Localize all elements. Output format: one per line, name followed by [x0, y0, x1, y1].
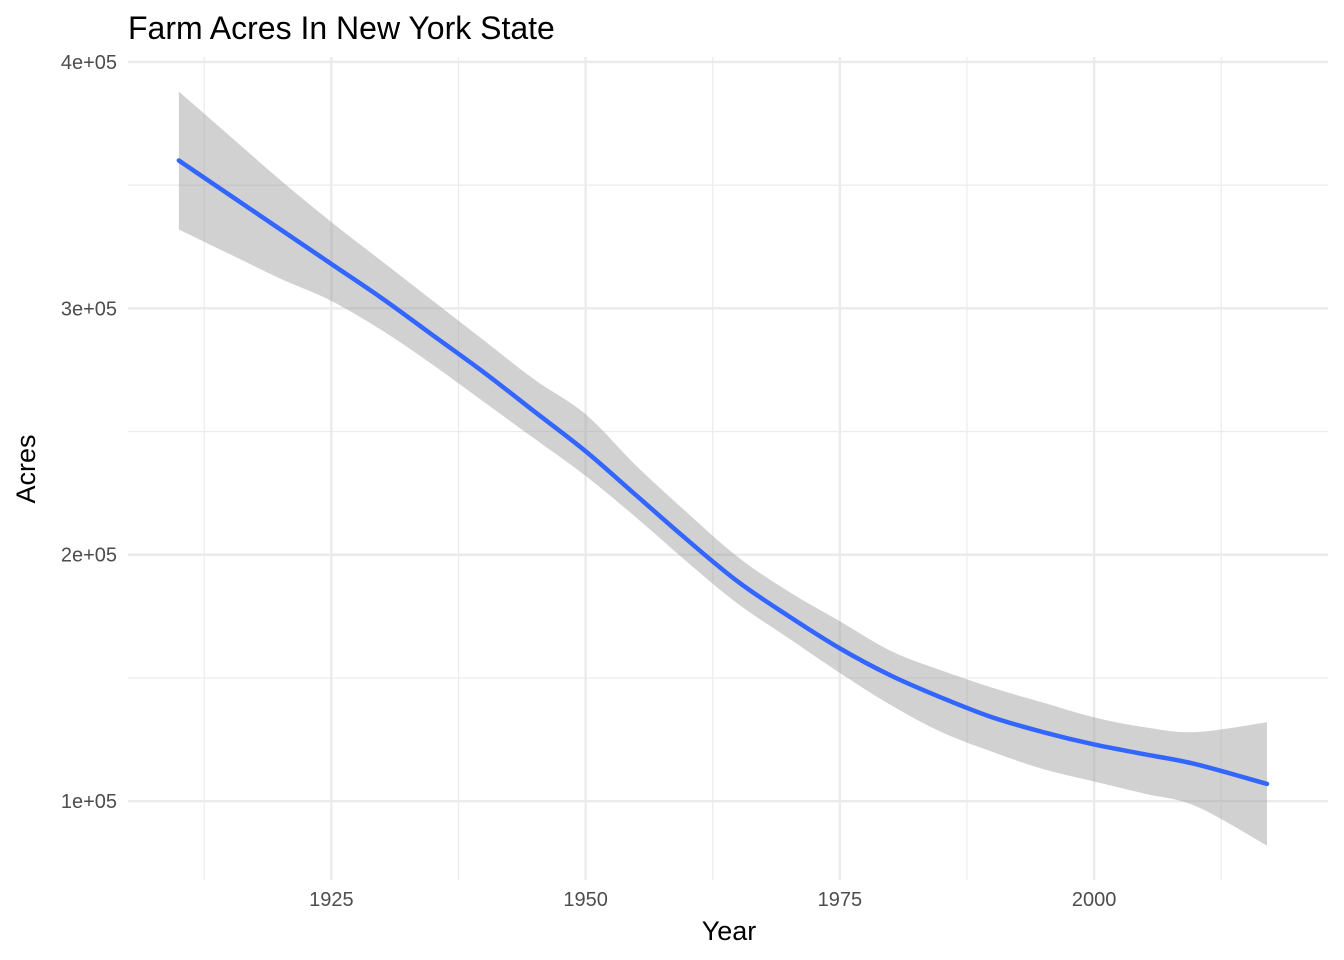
chart-title: Farm Acres In New York State — [128, 10, 555, 46]
y-tick-label: 1e+05 — [61, 791, 117, 813]
y-tick-label: 2e+05 — [61, 545, 117, 567]
x-tick-label: 2000 — [1072, 889, 1117, 911]
y-tick-label: 3e+05 — [61, 298, 117, 320]
x-tick-label: 1975 — [818, 889, 863, 911]
confidence-ribbon — [178, 91, 1267, 846]
grid — [128, 57, 1328, 880]
y-axis-ticks: 1e+05 2e+05 3e+05 4e+05 — [61, 52, 117, 813]
y-axis-title: Acres — [11, 434, 41, 503]
x-tick-label: 1925 — [309, 889, 354, 911]
x-tick-label: 1950 — [563, 889, 608, 911]
trend-line — [176, 158, 1270, 787]
y-tick-label: 4e+05 — [61, 52, 117, 74]
x-axis-ticks: 1925 1950 1975 2000 — [309, 889, 1116, 911]
x-axis-title: Year — [702, 916, 757, 946]
